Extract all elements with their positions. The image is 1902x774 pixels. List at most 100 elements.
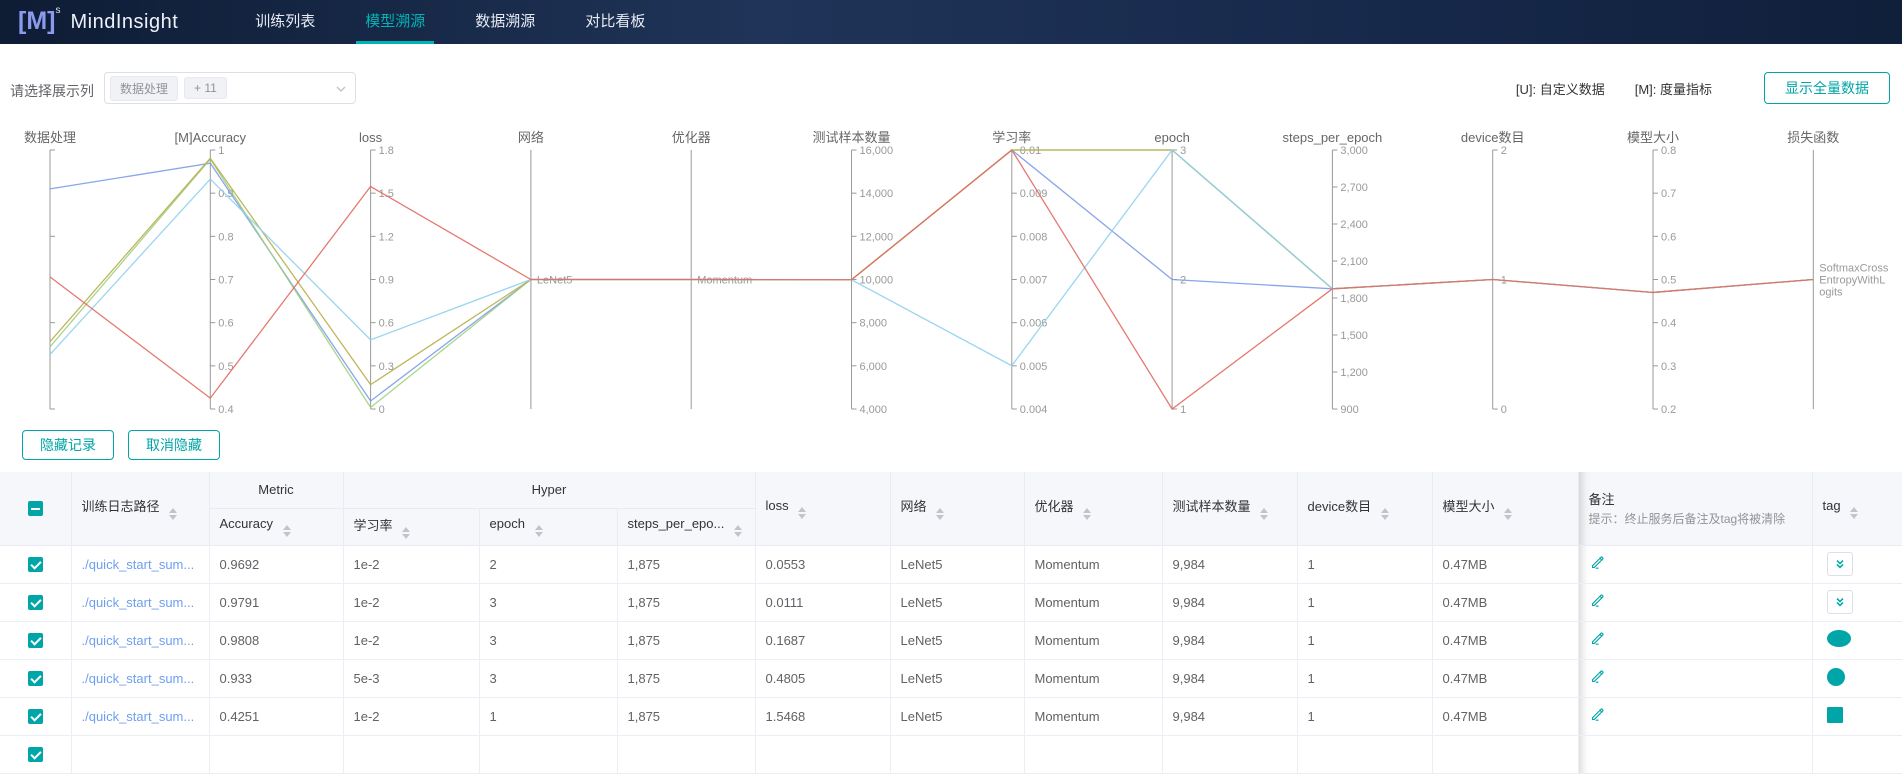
col-header-epoch[interactable]: epoch	[479, 508, 618, 546]
row-checkbox[interactable]	[27, 595, 43, 611]
parallel-chart-svg[interactable]: 数据处理 [M]Accuracy10.90.80.70.60.50.4loss1.…	[0, 125, 1902, 425]
cell-steps: 1,875	[617, 659, 756, 698]
svg-text:16,000: 16,000	[860, 145, 894, 157]
svg-text:1,200: 1,200	[1340, 367, 1368, 379]
svg-text:[M]Accuracy: [M]Accuracy	[175, 130, 247, 145]
col-header-network[interactable]: 网络	[890, 472, 1025, 546]
train-log-link[interactable]: ./quick_start_sum...	[81, 594, 195, 610]
row-checkbox[interactable]	[27, 709, 43, 725]
col-header-loss[interactable]: loss	[755, 472, 891, 546]
col-header-lr[interactable]: 学习率	[343, 508, 480, 546]
col-header-model-size[interactable]: 模型大小	[1432, 472, 1579, 546]
chevron-down-icon	[335, 82, 347, 100]
train-log-link[interactable]: ./quick_start_sum...	[81, 632, 195, 648]
col-header-steps[interactable]: steps_per_epo...	[617, 508, 756, 546]
svg-text:优化器: 优化器	[672, 130, 711, 145]
cell-lr: 1e-2	[343, 697, 480, 736]
cell-tag	[1812, 735, 1902, 774]
row-checkbox[interactable]	[27, 557, 43, 573]
svg-text:loss: loss	[359, 130, 383, 145]
double-chevron-down-icon	[1835, 560, 1844, 569]
sort-icon[interactable]	[798, 506, 807, 519]
sort-icon[interactable]	[169, 508, 178, 521]
cell-network: LeNet5	[890, 659, 1025, 698]
edit-remark-pencil-icon[interactable]	[1589, 630, 1606, 647]
tab-data-lineage[interactable]: 数据溯源	[475, 13, 536, 30]
svg-text:0.7: 0.7	[218, 275, 233, 287]
col-header-device-num[interactable]: device数目	[1297, 472, 1433, 546]
sort-icon[interactable]	[282, 525, 291, 537]
display-column-select[interactable]: 数据处理 + 11	[104, 72, 356, 104]
cell-optimizer: Momentum	[1024, 583, 1163, 622]
show-full-data-button[interactable]: 显示全量数据	[1764, 72, 1890, 104]
col-header-path[interactable]: 训练日志路径	[71, 472, 210, 546]
tag-select-button[interactable]	[1826, 590, 1853, 614]
svg-text:0.01: 0.01	[1020, 145, 1041, 157]
svg-text:0: 0	[1501, 404, 1507, 416]
sort-icon[interactable]	[1850, 506, 1859, 519]
sort-icon[interactable]	[936, 508, 945, 521]
logo-bracket-icon: [M]	[18, 7, 56, 35]
train-log-link[interactable]: ./quick_start_sum...	[81, 708, 195, 724]
edit-remark-pencil-icon[interactable]	[1589, 668, 1606, 685]
col-header-tag[interactable]: tag	[1812, 472, 1902, 546]
tag-marker-square[interactable]	[1826, 706, 1843, 723]
hide-records-button[interactable]: 隐藏记录	[22, 430, 114, 460]
tag-select-button[interactable]	[1826, 552, 1853, 576]
cell-network	[890, 735, 1025, 774]
edit-remark-pencil-icon[interactable]	[1589, 592, 1606, 609]
cell-device-num: 1	[1297, 621, 1433, 660]
col-header-optimizer[interactable]: 优化器	[1024, 472, 1163, 546]
sort-icon[interactable]	[402, 526, 411, 539]
row-checkbox-cell	[0, 621, 72, 660]
toolbar-right: [U]: 自定义数据 [M]: 度量指标 显示全量数据	[1516, 72, 1890, 104]
svg-text:0.6: 0.6	[1661, 231, 1676, 243]
cell-optimizer	[1024, 735, 1163, 774]
sort-icon[interactable]	[1083, 508, 1092, 521]
edit-remark-pencil-icon[interactable]	[1589, 706, 1606, 723]
cell-steps	[617, 735, 756, 774]
row-checkbox[interactable]	[27, 747, 43, 763]
svg-text:模型大小: 模型大小	[1627, 130, 1679, 145]
train-log-link[interactable]: ./quick_start_sum...	[81, 670, 195, 686]
logo-superscript: s	[55, 5, 61, 16]
svg-text:损失函数: 损失函数	[1787, 130, 1839, 145]
cell-remark	[1577, 583, 1813, 622]
col-header-test-samples[interactable]: 测试样本数量	[1162, 472, 1298, 546]
selected-column-chip[interactable]: 数据处理	[110, 75, 179, 101]
cell-test-samples: 9,984	[1162, 659, 1298, 698]
tab-comparison-board[interactable]: 对比看板	[585, 13, 646, 30]
sort-icon[interactable]	[1504, 508, 1513, 521]
more-columns-chip[interactable]: + 11	[184, 77, 227, 99]
svg-text:0.005: 0.005	[1020, 361, 1048, 373]
tag-marker-ellipse[interactable]	[1826, 630, 1851, 647]
cell-model-size: 0.47MB	[1432, 697, 1579, 736]
sort-icon[interactable]	[733, 525, 742, 537]
select-all-checkbox[interactable]	[27, 501, 43, 517]
tab-train-list[interactable]: 训练列表	[255, 13, 316, 30]
unhide-records-button[interactable]: 取消隐藏	[128, 430, 220, 460]
tab-model-lineage[interactable]: 模型溯源	[340, 0, 450, 44]
edit-remark-pencil-icon[interactable]	[1589, 554, 1606, 571]
cell-path: ./quick_start_sum...	[71, 659, 210, 698]
cell-test-samples	[1162, 735, 1298, 774]
row-checkbox[interactable]	[27, 671, 43, 687]
svg-text:0.8: 0.8	[1661, 145, 1676, 157]
cell-device-num: 1	[1297, 545, 1433, 584]
svg-text:0.009: 0.009	[1020, 188, 1048, 200]
col-header-accuracy[interactable]: Accuracy	[209, 508, 344, 546]
svg-text:0.008: 0.008	[1020, 231, 1048, 243]
cell-optimizer: Momentum	[1024, 659, 1163, 698]
row-checkbox[interactable]	[27, 633, 43, 649]
svg-text:测试样本数量: 测试样本数量	[812, 130, 890, 145]
sort-icon[interactable]	[1260, 508, 1269, 521]
train-log-link[interactable]: ./quick_start_sum...	[81, 556, 195, 572]
mindinsight-logo[interactable]: [M] s MindInsight	[18, 1, 178, 43]
col-group-metric: Metric	[209, 472, 344, 509]
tag-marker-circle[interactable]	[1826, 667, 1845, 686]
cell-path	[71, 735, 210, 774]
sort-icon[interactable]	[534, 525, 543, 537]
sort-icon[interactable]	[1380, 508, 1389, 521]
lineage-parallel-chart[interactable]: 数据处理 [M]Accuracy 1 0.9 0.8 0.7 0.6 0.5 0.4 loss 1.…	[0, 125, 1902, 425]
svg-text:0.2: 0.2	[1661, 404, 1676, 416]
